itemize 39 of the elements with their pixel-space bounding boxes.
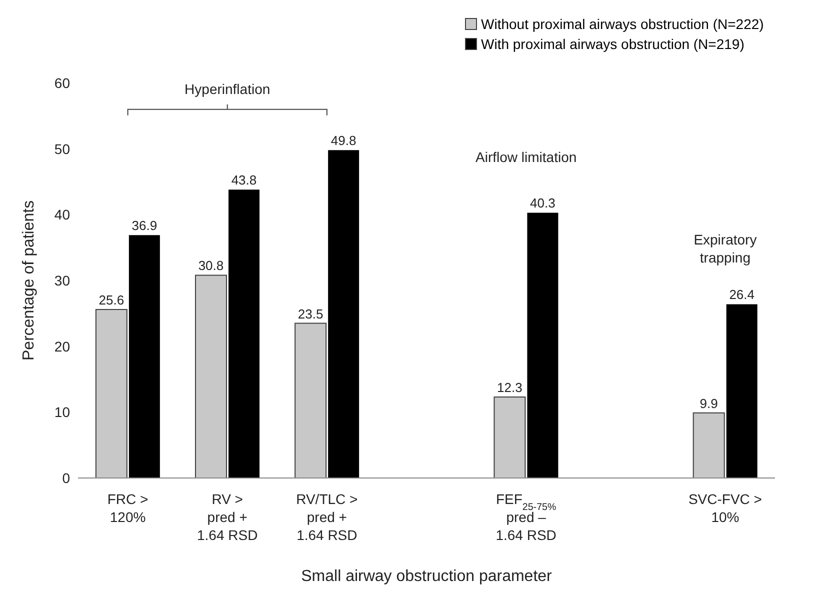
x-tick-label: SVC-FVC > 10% xyxy=(688,491,762,525)
data-label: 23.5 xyxy=(298,306,324,322)
data-label: 25.6 xyxy=(98,292,124,308)
y-tick-label: 20 xyxy=(54,338,70,354)
y-tick-label: 10 xyxy=(54,404,70,420)
data-label: 36.9 xyxy=(132,218,158,234)
bar xyxy=(228,190,260,478)
bar xyxy=(128,235,160,478)
bar xyxy=(726,304,758,478)
annotation: Airflow limitation xyxy=(476,149,577,165)
x-tick-label: RV > pred + 1.64 RSD xyxy=(197,491,258,543)
bar xyxy=(294,322,327,478)
data-label: 9.9 xyxy=(700,396,718,411)
legend-label: Without proximal airways obstruction (N=222) xyxy=(481,16,764,32)
data-label: 40.3 xyxy=(530,196,556,211)
bar xyxy=(527,212,558,478)
legend-label: With proximal airways obstruction (N=219) xyxy=(481,36,744,52)
bar xyxy=(95,308,128,478)
y-tick-label: 0 xyxy=(62,470,70,486)
x-tick-label: FEF$_{25-75%}$ pred – 1.64 RSD xyxy=(496,491,556,543)
y-axis-title: Percentage of patients xyxy=(20,200,38,360)
bar xyxy=(692,412,725,478)
x-tick-label: FRC > 120% xyxy=(107,491,148,525)
y-tick-label: 60 xyxy=(54,74,70,91)
data-label: 30.8 xyxy=(198,258,224,274)
data-label: 12.3 xyxy=(497,380,522,396)
y-tick-label: 40 xyxy=(54,206,70,223)
data-label: 26.4 xyxy=(729,287,755,302)
annotation: Hyperinflation xyxy=(184,81,270,98)
x-axis-title: Small airway obstruction parameter xyxy=(301,568,553,585)
data-label: 49.8 xyxy=(330,133,356,148)
y-tick-label: 50 xyxy=(54,140,70,157)
bar xyxy=(194,274,227,478)
y-tick-label: 30 xyxy=(54,272,70,288)
bar xyxy=(328,150,360,478)
annotation: Expiratory trapping xyxy=(694,231,757,266)
data-label: 43.8 xyxy=(231,172,257,188)
bar xyxy=(494,396,526,478)
x-tick-label: RV/TLC > pred + 1.64 RSD xyxy=(296,491,358,543)
